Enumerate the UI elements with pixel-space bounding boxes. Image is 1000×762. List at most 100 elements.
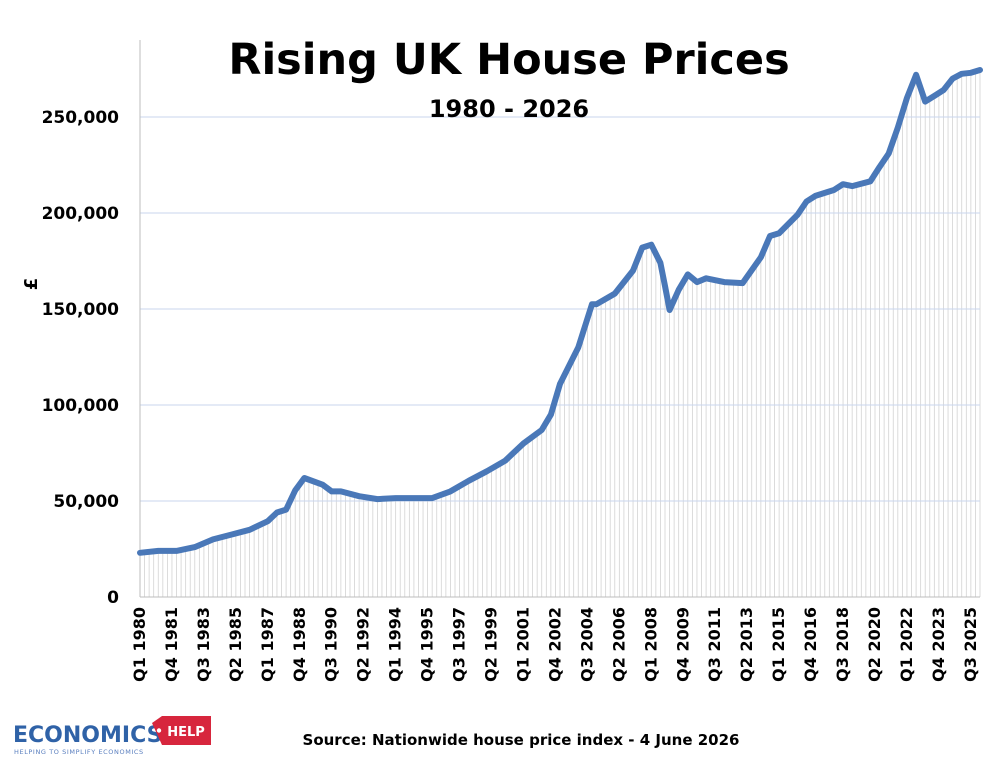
data-point xyxy=(804,199,809,204)
data-point xyxy=(968,70,973,75)
data-point xyxy=(466,478,471,483)
gridlines xyxy=(140,116,980,502)
x-tick-labels: Q1 1980 Q4 1981 Q3 1983 Q2 1985 Q1 1987 Q4 19… xyxy=(130,607,980,682)
data-point xyxy=(521,441,526,446)
data-point xyxy=(959,71,964,76)
x-tick-label: Q1 2015 xyxy=(769,607,788,682)
x-tick-label: Q2 2020 xyxy=(865,607,884,682)
data-point xyxy=(795,212,800,217)
logo-wordmark: ECONOMICS xyxy=(13,723,162,748)
x-tick-label: Q3 1983 xyxy=(194,607,213,682)
data-point xyxy=(768,234,772,238)
source-note: Source: Nationwide house price index - 4… xyxy=(303,731,740,749)
data-point xyxy=(590,302,594,307)
logo-tagline: HELPING TO SIMPLIFY ECONOMICS xyxy=(14,748,144,756)
y-tick-label: 50,000 xyxy=(53,492,119,512)
x-tick-label: Q3 2011 xyxy=(705,607,724,682)
data-point xyxy=(585,316,590,321)
x-tick-label: Q1 1994 xyxy=(386,607,405,682)
data-point xyxy=(777,231,782,236)
data-point xyxy=(338,489,343,494)
data-point xyxy=(841,182,845,187)
data-point xyxy=(430,496,435,501)
data-point xyxy=(138,550,142,555)
data-point xyxy=(950,76,955,81)
data-point xyxy=(357,494,362,499)
logo-badge xyxy=(152,716,211,745)
x-tick-label: Q3 1997 xyxy=(450,607,469,682)
data-point xyxy=(895,125,900,130)
data-point xyxy=(539,428,544,432)
data-point xyxy=(877,164,882,169)
data-point xyxy=(375,497,380,502)
data-point xyxy=(211,537,215,542)
data-point xyxy=(663,284,667,288)
data-point xyxy=(941,88,946,93)
data-point xyxy=(704,276,709,281)
data-point xyxy=(302,476,307,480)
axes xyxy=(139,40,980,598)
data-point xyxy=(667,308,672,312)
data-point xyxy=(978,68,982,72)
x-tick-label: Q3 2004 xyxy=(577,607,596,682)
x-tick-label: Q2 2006 xyxy=(609,607,628,682)
x-tick-label: Q1 2022 xyxy=(897,607,916,682)
data-point xyxy=(886,151,891,156)
chart-subtitle: 1980 - 2026 xyxy=(429,95,589,123)
y-tick-label: 250,000 xyxy=(42,108,120,128)
economics-help-logo: ECONOMICS HELP HELPING TO SIMPLIFY ECONO… xyxy=(13,716,211,756)
data-point xyxy=(576,345,581,350)
y-axis-label: £ xyxy=(21,278,42,291)
chart-title: Rising UK House Prices xyxy=(228,35,789,85)
data-point xyxy=(685,272,690,277)
data-point xyxy=(275,510,279,515)
data-point xyxy=(813,193,818,198)
x-tick-label: Q4 2023 xyxy=(929,607,948,682)
data-point xyxy=(320,482,325,487)
data-point xyxy=(265,519,270,524)
data-point xyxy=(658,260,663,265)
x-tick-label: Q4 2009 xyxy=(673,607,692,682)
x-tick-label: Q2 2013 xyxy=(737,607,756,682)
y-tick-label: 100,000 xyxy=(42,396,120,416)
x-tick-label: Q1 1987 xyxy=(258,607,277,682)
x-tick-label: Q1 2008 xyxy=(641,607,660,682)
x-tick-label: Q3 2018 xyxy=(833,607,852,682)
data-point xyxy=(932,93,937,98)
data-point xyxy=(831,188,836,192)
data-point xyxy=(329,489,334,494)
data-point xyxy=(640,245,645,250)
data-point xyxy=(914,72,919,77)
data-point xyxy=(503,458,508,463)
x-tick-label: Q1 1980 xyxy=(130,607,149,682)
data-point xyxy=(485,469,489,474)
x-tick-label: Q2 1985 xyxy=(226,607,245,682)
y-tick-label: 200,000 xyxy=(42,204,120,224)
data-point xyxy=(612,291,617,296)
x-tick-label: Q2 1999 xyxy=(482,607,501,682)
data-point xyxy=(758,255,763,260)
data-point xyxy=(247,527,252,532)
y-tick-label: 0 xyxy=(107,588,119,608)
drop-lines xyxy=(139,69,981,597)
x-tick-label: Q4 1995 xyxy=(418,607,437,682)
x-tick-label: Q4 2002 xyxy=(545,607,564,682)
data-point xyxy=(868,179,873,184)
data-point xyxy=(558,381,562,386)
data-point xyxy=(740,281,745,286)
y-tick-labels: 0 50,000 100,000 150,000 200,000 250,000 xyxy=(42,108,120,608)
data-point xyxy=(631,268,635,273)
x-tick-label: Q3 1990 xyxy=(322,607,341,682)
data-point xyxy=(850,184,855,189)
x-tick-label: Q2 1992 xyxy=(354,607,373,682)
x-tick-label: Q4 1988 xyxy=(290,607,309,682)
x-tick-label: Q4 1981 xyxy=(162,607,181,682)
logo-badge-text: HELP xyxy=(167,725,205,740)
data-point xyxy=(393,496,398,501)
data-point xyxy=(448,489,453,494)
data-point xyxy=(284,507,289,512)
data-point xyxy=(695,280,699,285)
x-tick-label: Q4 2016 xyxy=(801,607,820,682)
data-point xyxy=(722,280,727,285)
